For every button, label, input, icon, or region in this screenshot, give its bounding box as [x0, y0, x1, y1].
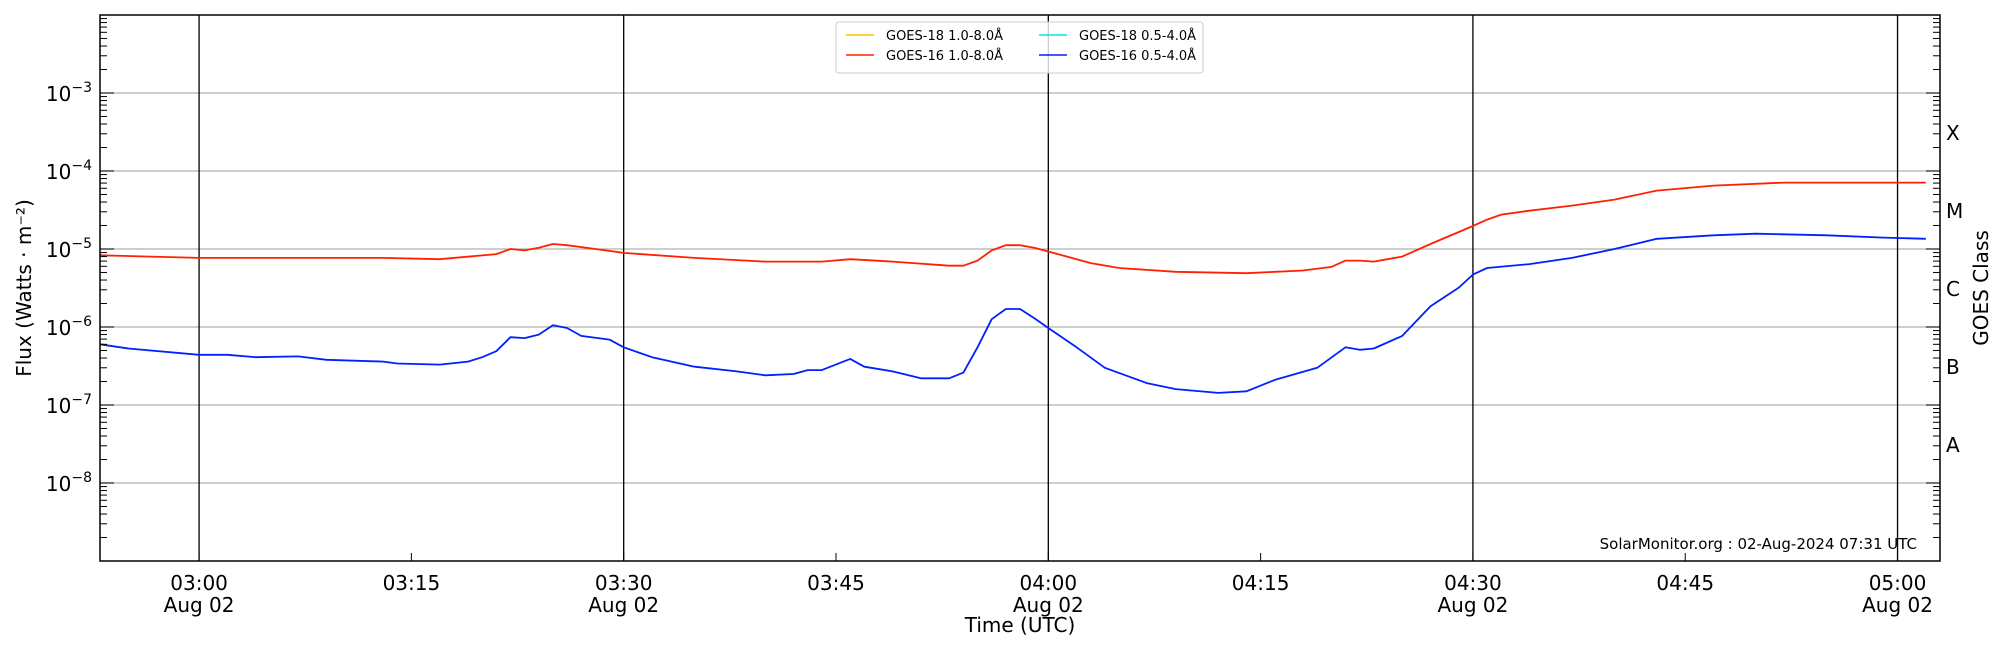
y-tick-base: 10	[46, 472, 71, 496]
y-tick-label: 10−4	[46, 158, 92, 184]
y-tick-exponent: −4	[71, 158, 92, 174]
y-tick-base: 10	[46, 394, 71, 418]
plot-frame	[99, 14, 1941, 562]
y2-axis-label: GOES Class	[1969, 230, 1993, 346]
x-tick-date: Aug 02	[164, 593, 235, 617]
x-tick-date: Aug 02	[1013, 593, 1084, 617]
x-tick-label: 03:30	[595, 571, 653, 595]
goes-class-label: C	[1946, 277, 1960, 301]
y-tick-exponent: −5	[71, 236, 92, 252]
y-tick-labels: 10−310−410−510−610−710−8	[46, 80, 92, 496]
y-axis-label: Flux (Watts · m⁻²)	[12, 199, 36, 377]
x-tick-date: Aug 02	[588, 593, 659, 617]
x-tick-label: 04:45	[1656, 571, 1714, 595]
x-tick-date: Aug 02	[1862, 593, 1933, 617]
y-tick-base: 10	[46, 82, 71, 106]
x-tick-label: 03:15	[383, 571, 441, 595]
grid	[100, 92, 1940, 484]
x-tick-date: Aug 02	[1437, 593, 1508, 617]
legend: GOES-18 1.0-8.0Å GOES-18 0.5-4.0Å GOES-16 …	[835, 21, 1204, 74]
y-tick-exponent: −6	[71, 314, 92, 330]
x-tick-label: 04:15	[1232, 571, 1290, 595]
y-tick-base: 10	[46, 160, 71, 184]
y-tick-exponent: −8	[71, 470, 92, 486]
y-tick-exponent: −7	[71, 392, 92, 408]
y-tick-label: 10−6	[46, 314, 92, 340]
axis-ticks	[100, 14, 1940, 562]
watermark-annotation: SolarMonitor.org : 02-Aug-2024 07:31 UTC	[1600, 535, 1917, 553]
legend-label: GOES-18 1.0-8.0Å	[886, 28, 1003, 44]
y-tick-label: 10−5	[46, 236, 92, 262]
goes-class-label: B	[1946, 355, 1960, 379]
x-tick-label: 03:00	[170, 571, 228, 595]
y-tick-base: 10	[46, 238, 71, 262]
series-line-goes-16-1-0-8-0-	[99, 181, 1926, 275]
legend-label: GOES-18 0.5-4.0Å	[1079, 28, 1196, 44]
goes-class-label: X	[1946, 121, 1960, 145]
time-gridlines	[198, 15, 1899, 561]
goes-class-label: M	[1946, 199, 1963, 223]
x-tick-label: 04:30	[1444, 571, 1502, 595]
goes-class-label: A	[1946, 433, 1960, 457]
legend-box	[835, 21, 1204, 74]
y-tick-label: 10−7	[46, 392, 92, 418]
y-tick-label: 10−3	[46, 80, 92, 106]
y-tick-label: 10−8	[46, 470, 92, 496]
legend-label: GOES-16 0.5-4.0Å	[1079, 48, 1196, 64]
y-tick-base: 10	[46, 316, 71, 340]
x-tick-label: 05:00	[1869, 571, 1927, 595]
series-lines	[99, 181, 1926, 394]
x-tick-label: 04:00	[1019, 571, 1077, 595]
goes-class-labels: X M C B A	[1946, 121, 1963, 457]
legend-label: GOES-16 1.0-8.0Å	[886, 48, 1003, 64]
y-tick-exponent: −3	[71, 80, 92, 96]
x-tick-label: 03:45	[807, 571, 865, 595]
x-axis-label: Time (UTC)	[964, 613, 1076, 637]
